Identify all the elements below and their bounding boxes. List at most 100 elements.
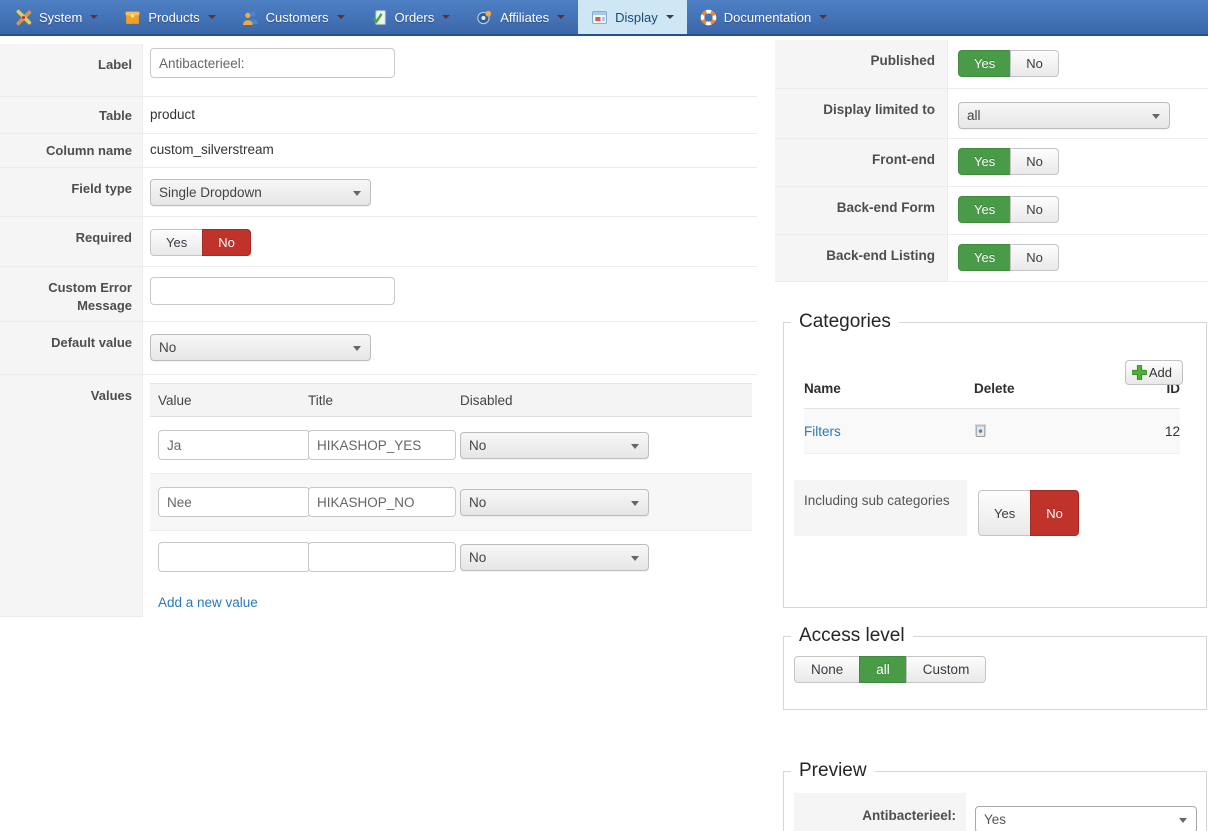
menu-item-customers[interactable]: Customers: [229, 0, 358, 34]
menu-item-display[interactable]: Display: [578, 0, 687, 34]
back-end-listing-no-button[interactable]: No: [1010, 244, 1059, 271]
published-no-button[interactable]: No: [1010, 50, 1059, 77]
display-limited-dropdown[interactable]: all: [958, 102, 1170, 129]
caret-down-icon: [665, 15, 674, 19]
form-row-label: Label: [0, 44, 757, 97]
caret-down-icon: [336, 15, 345, 19]
chevron-down-icon: [1179, 818, 1187, 823]
delete-category-button[interactable]: [974, 422, 987, 438]
values-header-title: Title: [308, 392, 334, 408]
default-value-dropdown[interactable]: No: [150, 334, 371, 361]
required-yes-button[interactable]: Yes: [150, 229, 204, 256]
title-input[interactable]: [308, 487, 456, 517]
form-row-values: Values Value Title Disabled No: [0, 375, 757, 617]
caret-down-icon: [557, 15, 566, 19]
table-field-label: Table: [0, 97, 143, 133]
menu-item-affiliates[interactable]: Affiliates: [463, 0, 578, 34]
back-end-form-yes-button[interactable]: Yes: [958, 196, 1012, 223]
category-row: Filters 12: [804, 409, 1180, 454]
display-limited-value: all: [967, 108, 981, 123]
values-table-header: Value Title Disabled: [150, 383, 752, 417]
chevron-down-icon: [631, 555, 639, 561]
value-input[interactable]: [158, 542, 310, 572]
caret-down-icon: [819, 15, 828, 19]
required-no-button[interactable]: No: [202, 229, 251, 256]
categories-header-name: Name: [804, 381, 841, 396]
sub-categories-row: Including sub categories Yes No: [794, 480, 1206, 536]
add-button-label: Add: [1148, 365, 1172, 380]
preview-legend: Preview: [799, 760, 867, 781]
preview-value: Yes: [984, 812, 1007, 827]
column-name-field-label: Column name: [0, 134, 143, 167]
add-category-button[interactable]: Add: [1124, 360, 1183, 385]
back-end-listing-yes-button[interactable]: Yes: [958, 244, 1012, 271]
disabled-dropdown[interactable]: No: [460, 431, 649, 459]
required-label: Required: [0, 217, 143, 266]
preview-field-label: Antibacterieel:: [794, 793, 966, 831]
menu-item-system[interactable]: System: [2, 0, 111, 34]
plus-icon: [1131, 365, 1147, 380]
display-icon: [592, 10, 608, 24]
values-header-value: Value: [158, 392, 192, 408]
trash-icon: [975, 424, 986, 437]
form-row-field-type: Field type Single Dropdown: [0, 168, 757, 217]
title-input[interactable]: [308, 542, 456, 572]
values-row: No: [150, 531, 752, 583]
category-name-link[interactable]: Filters: [804, 423, 841, 439]
menu-item-documentation[interactable]: Documentation: [687, 0, 840, 34]
front-end-no-button[interactable]: No: [1010, 148, 1059, 175]
published-yes-button[interactable]: Yes: [958, 50, 1012, 77]
back-end-form-no-button[interactable]: No: [1010, 196, 1059, 223]
table-value: product: [150, 107, 196, 122]
form-row-back-end-listing: Back-end Listing Yes No: [775, 235, 1208, 282]
wrench-icon: [16, 9, 32, 25]
access-custom-button[interactable]: Custom: [905, 656, 987, 683]
menu-label: Display: [615, 9, 658, 25]
form-row-front-end: Front-end Yes No: [775, 139, 1208, 187]
order-icon: [372, 9, 386, 25]
access-level-fieldset: Access level None all Custom: [783, 625, 1207, 710]
values-table: Value Title Disabled No: [150, 383, 752, 583]
menu-label: Orders: [394, 9, 435, 25]
menu-label: Documentation: [723, 9, 812, 25]
chevron-down-icon: [1152, 114, 1160, 119]
form-row-column-name: Column name custom_silverstream: [0, 134, 757, 168]
categories-table-header: Name Delete ID: [804, 381, 1180, 409]
preview-dropdown[interactable]: Yes: [975, 806, 1197, 831]
categories-table: Name Delete ID Filters 12: [804, 381, 1180, 454]
categories-fieldset: Categories Add Name Delete ID Filters 12: [783, 311, 1207, 608]
title-input[interactable]: [308, 430, 456, 460]
add-value-link[interactable]: Add a new value: [158, 595, 258, 610]
menu-item-products[interactable]: Products: [111, 0, 228, 34]
values-label: Values: [0, 375, 143, 617]
form-row-published: Published Yes No: [775, 40, 1208, 89]
sub-categories-yes-button[interactable]: Yes: [978, 490, 1032, 536]
front-end-yes-button[interactable]: Yes: [958, 148, 1012, 175]
form-row-default-value: Default value No: [0, 322, 757, 375]
values-row: No: [150, 474, 752, 531]
value-input[interactable]: [158, 430, 310, 460]
field-type-dropdown[interactable]: Single Dropdown: [150, 179, 371, 206]
disabled-dropdown[interactable]: No: [460, 488, 649, 516]
custom-error-input[interactable]: [150, 277, 395, 305]
access-none-button[interactable]: None: [794, 656, 861, 683]
menu-item-orders[interactable]: Orders: [358, 0, 464, 34]
box-icon: [125, 11, 140, 24]
access-level-buttons: None all Custom: [794, 656, 987, 683]
label-input[interactable]: [150, 48, 395, 78]
column-name-value: custom_silverstream: [150, 142, 274, 157]
access-all-button[interactable]: all: [859, 656, 907, 683]
menu-label: Customers: [265, 9, 329, 25]
left-form-panel: Label Table product Column name custom_s…: [0, 44, 757, 617]
categories-header-delete: Delete: [974, 381, 1015, 396]
menu-label: Products: [148, 9, 200, 25]
caret-down-icon: [90, 15, 99, 19]
value-input[interactable]: [158, 487, 310, 517]
form-row-table: Table product: [0, 97, 757, 134]
preview-fieldset: Preview Antibacterieel: Yes: [783, 760, 1207, 831]
display-limited-label: Display limited to: [775, 89, 948, 138]
sub-categories-no-button[interactable]: No: [1030, 490, 1079, 536]
disabled-dropdown[interactable]: No: [460, 543, 649, 571]
back-end-listing-label: Back-end Listing: [775, 235, 948, 281]
form-row-required: Required Yes No: [0, 217, 757, 267]
